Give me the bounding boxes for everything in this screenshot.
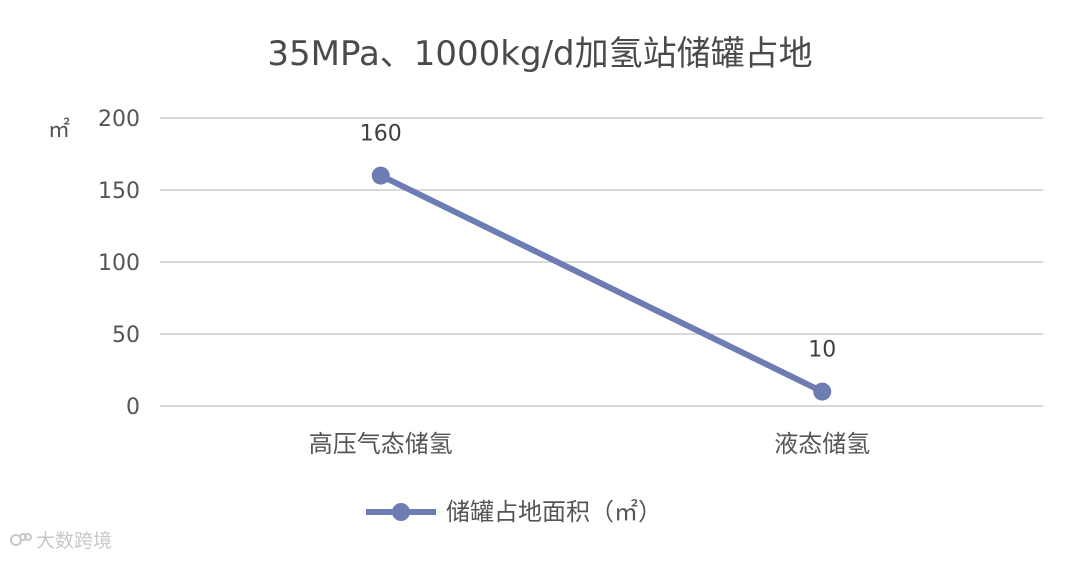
gridlines — [160, 117, 1043, 407]
legend: 储罐占地面积（㎡） — [366, 498, 662, 526]
x-tick-labels: 高压气态储氢 液态储氢 — [309, 430, 871, 458]
series-group — [371, 166, 832, 401]
data-point — [371, 166, 390, 185]
legend-label: 储罐占地面积（㎡） — [446, 498, 662, 526]
watermark-text: 大数跨境 — [36, 530, 113, 552]
legend-marker — [392, 503, 410, 521]
y-tick-label: 100 — [98, 251, 140, 276]
x-tick-label: 液态储氢 — [774, 430, 870, 458]
y-tick-label: 150 — [98, 179, 140, 204]
data-labels: 160 10 — [360, 122, 837, 363]
y-tick-label: 200 — [98, 107, 140, 132]
x-tick-label: 高压气态储氢 — [309, 430, 453, 458]
data-label: 10 — [808, 338, 836, 363]
watermark-logo-icon — [10, 532, 32, 546]
y-tick-label: 50 — [112, 323, 140, 348]
data-point — [813, 382, 832, 401]
watermark: 大数跨境 — [10, 526, 112, 553]
y-tick-label: 0 — [126, 395, 140, 420]
y-tick-labels: 0 50 100 150 200 — [98, 107, 140, 420]
data-label: 160 — [360, 122, 402, 147]
y-axis-unit: ㎡ — [48, 118, 71, 143]
series-line — [377, 172, 826, 395]
chart-title: 35MPa、1000kg/d加氢站储罐占地 — [267, 34, 813, 74]
